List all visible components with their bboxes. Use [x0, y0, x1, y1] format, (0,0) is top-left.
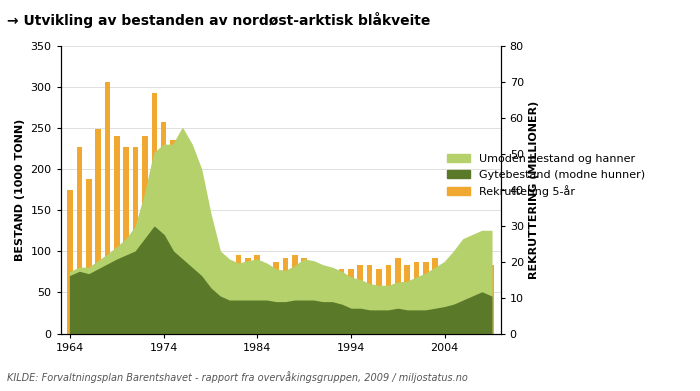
Bar — [320, 269, 326, 334]
Bar — [451, 265, 456, 334]
Bar — [226, 262, 232, 334]
Bar — [217, 255, 223, 334]
Bar — [395, 258, 400, 334]
Bar — [170, 140, 176, 334]
Bar — [386, 265, 391, 334]
Text: KILDE: Forvaltningsplan Barentshavet - rapport fra overvåkingsgruppen, 2009 / mi: KILDE: Forvaltningsplan Barentshavet - r… — [7, 371, 468, 383]
Text: → Utvikling av bestanden av nordøst-arktisk blåkveite: → Utvikling av bestanden av nordøst-arkt… — [7, 12, 430, 28]
Bar — [180, 133, 186, 334]
Bar — [76, 147, 82, 334]
Bar — [264, 265, 270, 334]
Bar — [423, 262, 428, 334]
Bar — [311, 262, 316, 334]
Bar — [461, 244, 466, 334]
Bar — [442, 269, 447, 334]
Bar — [376, 269, 382, 334]
Bar — [414, 262, 419, 334]
Bar — [330, 269, 335, 334]
Bar — [405, 265, 410, 334]
Bar — [292, 255, 298, 334]
Bar — [273, 262, 279, 334]
Legend: Umoden bestand og hanner, Gytebestand (modne hunner), Rekruttering 5-år: Umoden bestand og hanner, Gytebestand (m… — [443, 150, 649, 201]
Bar — [114, 136, 120, 334]
Bar — [358, 265, 363, 334]
Bar — [198, 215, 204, 334]
Y-axis label: REKRUTTERING (MILLIONER): REKRUTTERING (MILLIONER) — [529, 101, 540, 279]
Bar — [189, 215, 195, 334]
Bar — [161, 122, 167, 334]
Bar — [348, 269, 354, 334]
Bar — [86, 179, 92, 334]
Bar — [236, 255, 241, 334]
Bar — [367, 265, 372, 334]
Bar — [133, 147, 139, 334]
Bar — [301, 258, 307, 334]
Bar — [255, 255, 260, 334]
Bar — [208, 251, 213, 334]
Bar — [142, 136, 148, 334]
Bar — [95, 129, 101, 334]
Bar — [489, 265, 494, 334]
Bar — [339, 269, 344, 334]
Bar — [245, 258, 251, 334]
Bar — [283, 258, 288, 334]
Bar — [433, 258, 438, 334]
Bar — [480, 244, 485, 334]
Y-axis label: BESTAND (1000 TONN): BESTAND (1000 TONN) — [15, 119, 25, 261]
Bar — [151, 93, 157, 334]
Bar — [470, 237, 475, 334]
Bar — [105, 82, 111, 334]
Bar — [123, 147, 129, 334]
Bar — [67, 190, 73, 334]
